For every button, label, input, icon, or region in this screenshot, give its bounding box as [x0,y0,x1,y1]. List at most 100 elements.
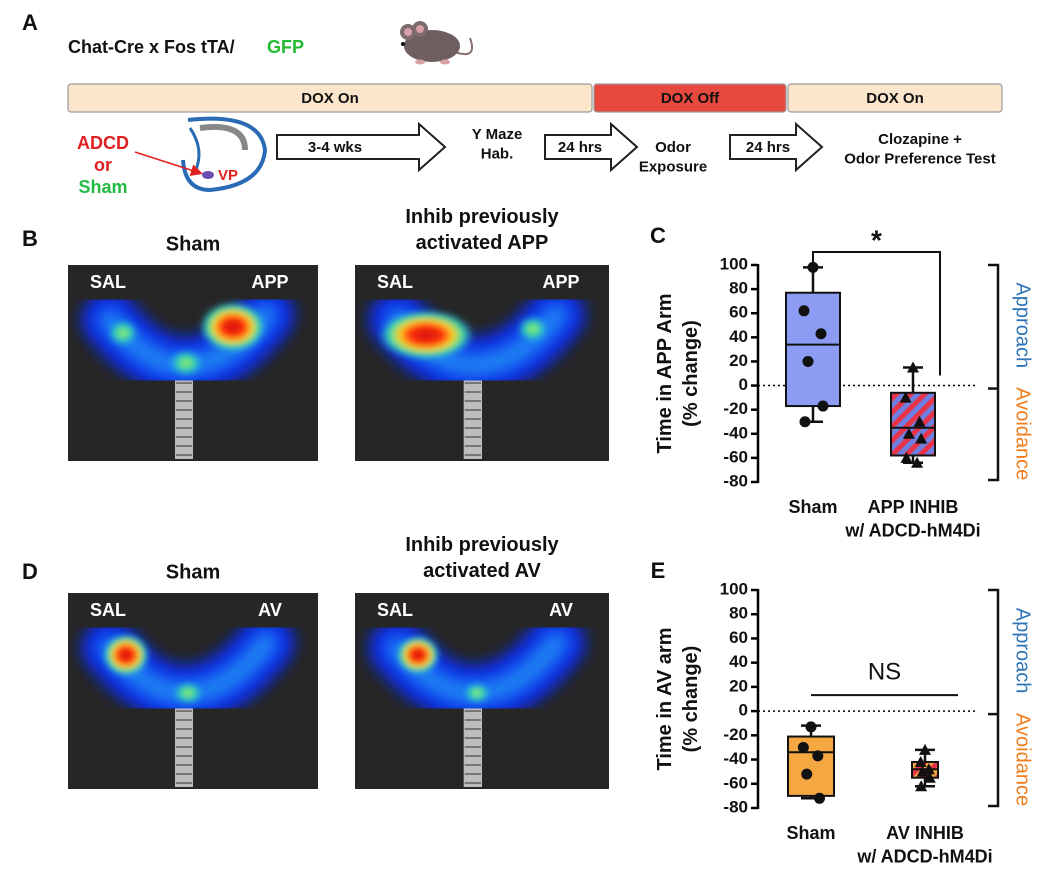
data-point [907,361,919,373]
panel-label: B [22,226,38,251]
hotspot [107,319,139,347]
heatmap-image [68,265,318,461]
timeline-bar [593,83,787,113]
injection-label: Sham [78,177,127,197]
x-tick-label: APP INHIB w/ ADCD-hM4Di [844,497,980,540]
injection-label: or [94,155,112,175]
y-tick-label: 80 [729,279,748,298]
box [785,291,841,408]
hotspot [395,635,441,675]
significance-label: * [871,224,882,255]
data-point [922,763,935,775]
arm-label: AV [258,600,282,620]
significance-label: NS [868,658,901,685]
duration-label: 24 hrs [558,139,602,156]
data-point [814,792,826,804]
timeline-label: DOX On [866,90,924,107]
side-label: Approach [1012,282,1034,368]
significance-bracket [812,251,941,376]
side-label: Avoidance [1012,387,1034,480]
data-point [807,261,819,273]
heatmap-image [355,265,609,461]
y-tick-label: 80 [729,604,748,623]
y-tick-label: 100 [720,579,748,598]
x-tick-label: AV INHIB w/ ADCD-hM4Di [856,823,992,866]
panel-label: A [22,10,38,35]
data-point [923,771,936,783]
y-axis-title: Time in APP Arm (% change) [654,293,702,453]
panel-label: D [22,559,38,584]
data-point [902,427,915,439]
box [787,735,835,797]
mouse-icon [400,21,474,65]
data-point [805,721,817,733]
data-point [817,400,829,412]
data-point [900,451,913,463]
image-title: Sham [166,561,220,583]
arm-label: AV [549,600,573,620]
data-point [915,432,928,444]
y-tick-label: 60 [729,628,748,647]
data-point [812,750,824,762]
data-point [911,456,924,468]
timeline-bar [67,83,593,113]
heatmap-image [68,593,318,789]
y-tick-label: -80 [723,471,748,490]
x-tick-label: Sham [788,497,837,517]
region-label: VP [218,167,238,184]
arm-label: SAL [90,600,126,620]
data-point [801,768,813,780]
y-tick-label: 0 [739,375,748,394]
duration-label: 24 hrs [746,139,790,156]
hotspot [199,301,267,353]
y-axis-title: Time in AV arm (% change) [654,627,702,770]
data-point [916,765,929,777]
y-tick-label: -20 [723,399,748,418]
y-tick-label: 0 [739,701,748,720]
y-tick-label: 100 [720,254,748,273]
y-tick-label: -80 [723,797,748,816]
data-point [815,328,827,340]
step-arrow [276,121,447,173]
side-label: Avoidance [1012,713,1034,806]
y-tick-label: 20 [729,351,748,370]
brain-sketch [134,116,268,193]
y-tick-label: -60 [723,773,748,792]
arm-label: APP [542,272,579,292]
timeline-label: DOX On [301,90,359,107]
data-point [919,743,931,755]
hotspot [462,682,492,704]
hotspot [377,309,475,361]
hotspot [102,633,150,677]
heatmap-image [355,593,609,789]
y-tick-label: 40 [729,327,748,346]
hotspot [172,681,204,705]
timeline-bar [787,83,1003,113]
image-title: Sham [166,233,220,255]
y-tick-label: 40 [729,652,748,671]
data-point [913,415,926,427]
panel-label: C [650,223,666,248]
image-title: Inhib previously activated AV [405,534,559,582]
side-bracket [988,263,1000,482]
stage-label: Odor Exposure [639,139,707,176]
title-highlight: GFP [267,37,304,57]
arm-label: APP [251,272,288,292]
injection-label: ADCD [77,133,129,153]
arm-label: SAL [377,272,413,292]
image-title: Inhib previously activated APP [405,206,559,254]
hotspot [168,349,204,377]
step-arrow [544,121,639,173]
y-tick-label: -40 [723,423,748,442]
y-tick-label: -60 [723,447,748,466]
stage-label: Clozapine + Odor Preference Test [844,131,995,168]
y-tick-label: -20 [723,725,748,744]
box [890,391,936,457]
timeline-label: DOX Off [661,90,720,107]
step-arrow [729,121,824,173]
data-point [799,416,811,428]
data-point [797,741,809,753]
y-tick-label: 60 [729,303,748,322]
panel-label: E [651,558,666,583]
